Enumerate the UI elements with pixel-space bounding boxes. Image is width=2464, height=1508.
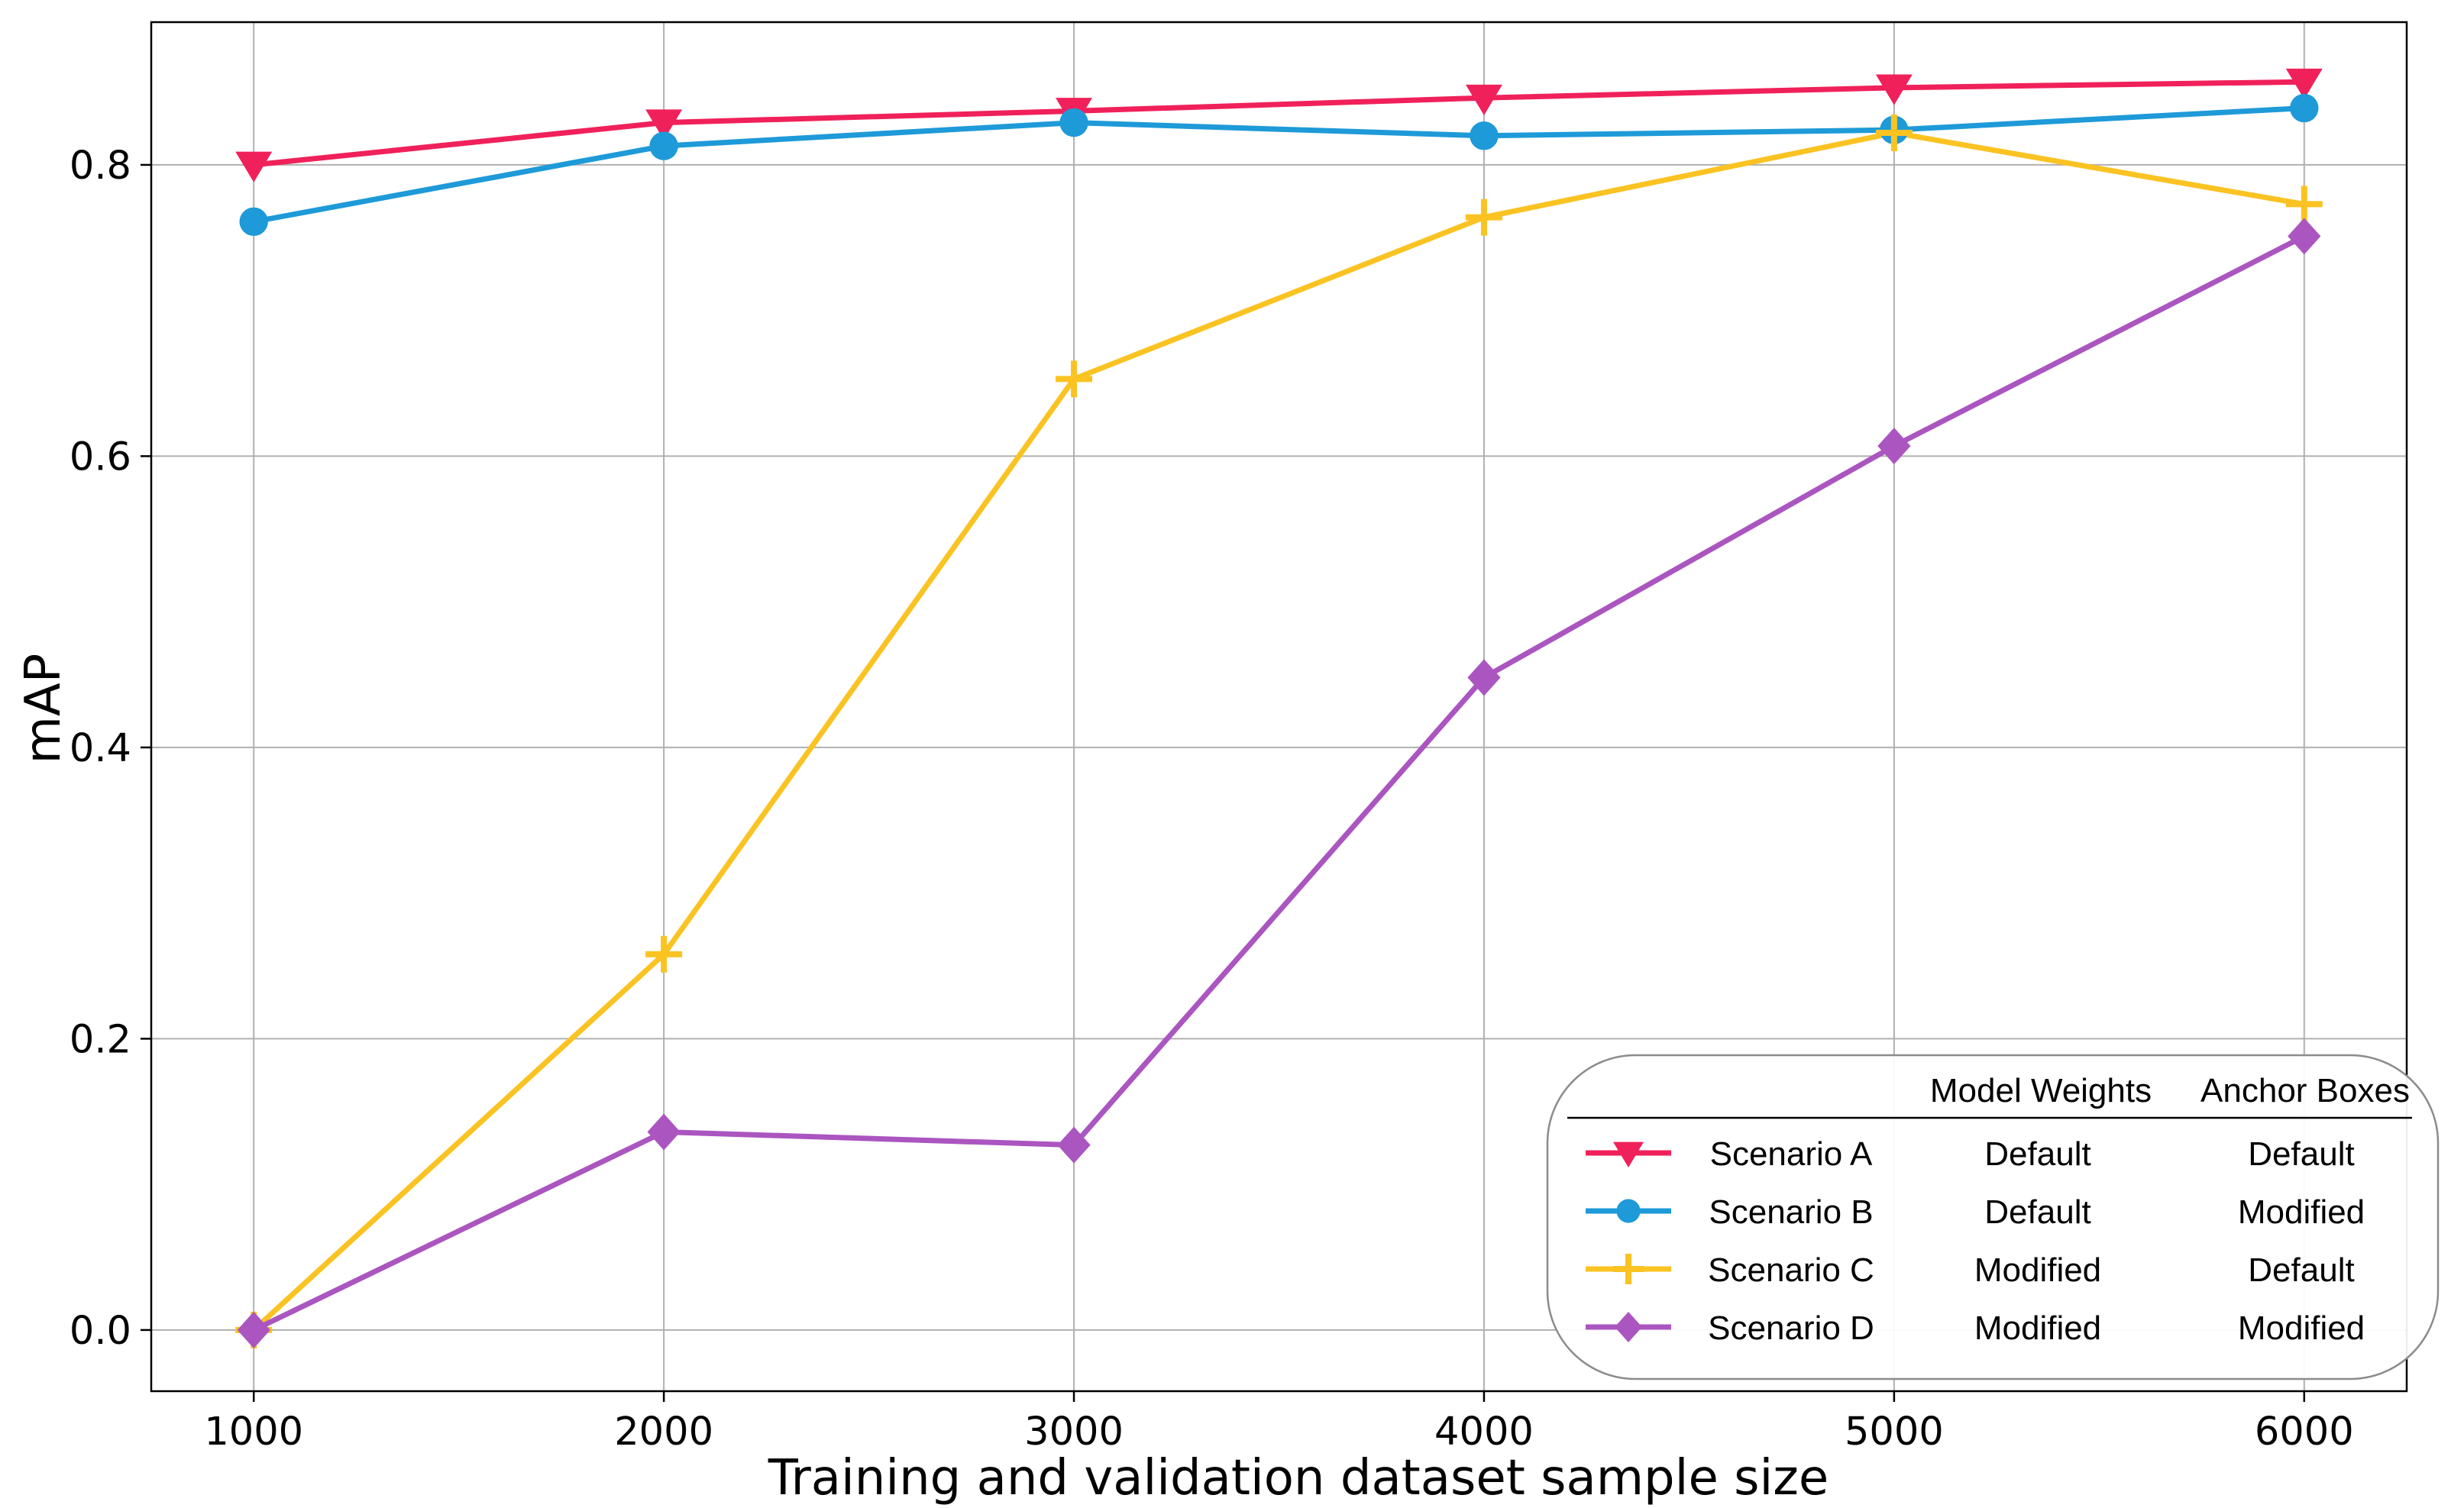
legend-header-anchor-boxes: Anchor Boxes [2200, 1072, 2410, 1109]
y-axis-label: mAP [15, 654, 72, 764]
y-tick-label: 0.4 [70, 726, 131, 771]
scenario-b-point [1470, 121, 1499, 150]
legend-anchor-boxes-scenario-a: Default [2248, 1135, 2354, 1173]
x-tick-label: 2000 [614, 1410, 713, 1455]
legend-model-weights-scenario-d: Modified [1974, 1309, 2101, 1347]
legend-model-weights-scenario-a: Default [1984, 1135, 2091, 1173]
scenario-a-line [251, 79, 2307, 168]
plot-frame [150, 21, 2408, 1393]
scenario-a-point [2285, 68, 2323, 100]
legend-header-model-weights: Model Weights [1930, 1072, 2152, 1109]
legend-marker-scenario-a [1613, 1141, 1644, 1167]
legend-label-scenario-d: Scenario D [1708, 1309, 1874, 1347]
scenario-a-point [645, 109, 683, 140]
y-tick-label: 0.2 [70, 1017, 131, 1062]
scenario-d-point [237, 1311, 270, 1348]
y-tick-label: 0.0 [70, 1309, 131, 1354]
x-tick-label: 6000 [2255, 1410, 2354, 1455]
legend-label-scenario-a: Scenario A [1710, 1135, 1873, 1173]
scenario-b-point [2290, 93, 2319, 123]
legend-anchor-boxes-scenario-c: Default [2248, 1251, 2354, 1289]
series-lines [251, 79, 2307, 1333]
scenario-c-point [1875, 114, 1913, 151]
scenario-d-line [251, 233, 2307, 1333]
x-axis-label: Training and validation dataset sample s… [768, 1450, 1829, 1506]
scenario-c-point [2285, 186, 2323, 223]
x-tick-label: 3000 [1024, 1410, 1124, 1455]
legend-marker-scenario-b [1616, 1199, 1641, 1223]
scenario-c-line [251, 130, 2307, 1333]
scenario-b-point [1059, 108, 1088, 137]
legend-label-scenario-c: Scenario C [1708, 1251, 1874, 1289]
scenario-d-point [1467, 659, 1501, 696]
scenario-d-point [1877, 428, 1911, 465]
legend-model-weights-scenario-b: Default [1984, 1193, 2091, 1231]
axis-ticks: 1000 2000 3000 4000 5000 6000 0.0 0.2 0.4 0.6 0.8 [70, 144, 2354, 1455]
scenario-c-point [1465, 199, 1502, 236]
legend: Model Weights Anchor Boxes Scenario A Defau… [1546, 1054, 2440, 1380]
y-tick-label: 0.8 [70, 144, 131, 189]
legend-marker-scenario-d [1615, 1312, 1642, 1342]
scenario-d-point [1057, 1126, 1091, 1164]
scenario-c-point [645, 935, 683, 973]
series-markers [235, 68, 2323, 1348]
legend-label-scenario-b: Scenario B [1709, 1193, 1873, 1231]
x-tick-label: 1000 [204, 1410, 303, 1455]
y-tick-label: 0.6 [70, 434, 131, 480]
scenario-b-point [239, 207, 268, 237]
legend-anchor-boxes-scenario-d: Modified [2238, 1309, 2365, 1347]
scenario-a-point [1875, 74, 1913, 105]
scenario-a-point [1465, 84, 1502, 115]
scenario-d-point [647, 1113, 681, 1151]
legend-anchor-boxes-scenario-b: Modified [2238, 1193, 2365, 1231]
legend-marker-scenario-c [1613, 1254, 1644, 1284]
scenario-a-point [235, 151, 273, 182]
scenario-b-line [251, 105, 2307, 224]
scenario-d-point [2288, 218, 2321, 255]
legend-model-weights-scenario-c: Modified [1974, 1251, 2101, 1289]
scenario-c-point [1056, 360, 1093, 398]
legend-box [1546, 1054, 2440, 1380]
scenario-b-point [649, 131, 678, 160]
x-tick-label: 4000 [1434, 1410, 1534, 1455]
x-tick-label: 5000 [1845, 1410, 1944, 1455]
